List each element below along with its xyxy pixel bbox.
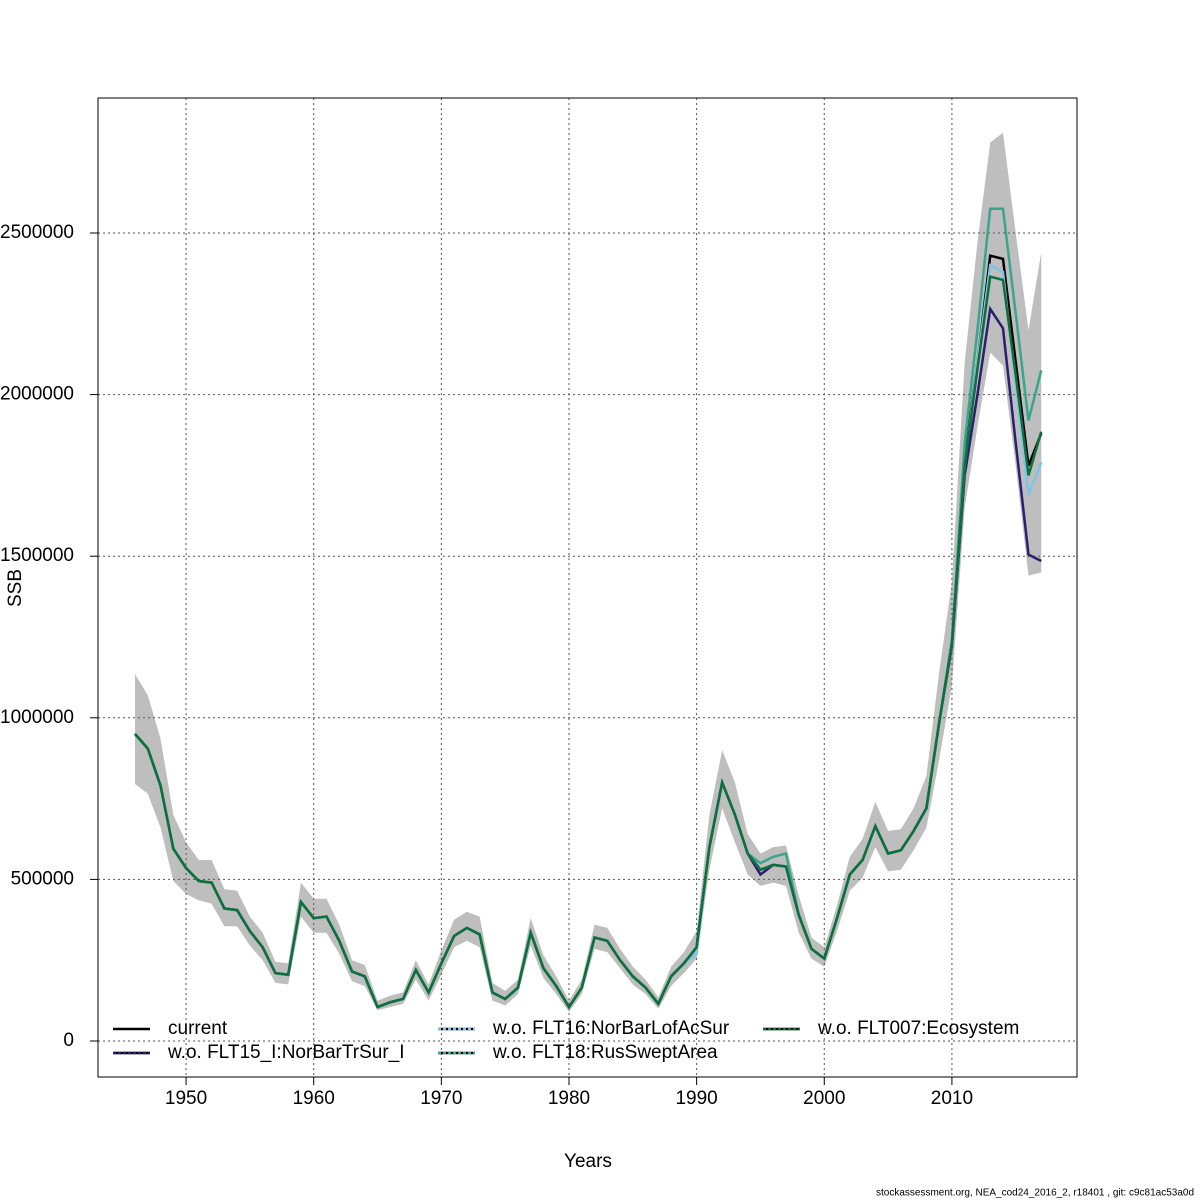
legend-label: w.o. FLT15_I:NorBarTrSur_I xyxy=(167,1042,405,1063)
legend-label: current xyxy=(168,1018,228,1039)
x-tick-label: 1990 xyxy=(675,1088,717,1109)
x-axis-label: Years xyxy=(564,1151,612,1172)
confidence-band xyxy=(135,132,1042,1012)
series-line xyxy=(134,207,1043,1010)
y-axis-label: SSB xyxy=(5,569,26,607)
x-tick-label: 2000 xyxy=(803,1088,845,1109)
y-tick-label: 500000 xyxy=(11,868,74,889)
y-tick-label: 1000000 xyxy=(0,707,74,728)
series-line xyxy=(134,275,1043,1010)
x-tick-label: 1970 xyxy=(420,1088,462,1109)
x-tick-label: 2010 xyxy=(931,1088,973,1109)
legend-label: w.o. FLT16:NorBarLofAcSur xyxy=(492,1018,730,1039)
x-tick-label: 1950 xyxy=(165,1088,207,1109)
y-tick-label: 2000000 xyxy=(0,384,74,405)
y-tick-label: 2500000 xyxy=(0,222,74,243)
x-tick-label: 1980 xyxy=(548,1088,590,1109)
series-line xyxy=(134,263,1043,1010)
y-tick-label: 0 xyxy=(63,1030,74,1051)
series-line xyxy=(134,305,1042,1010)
footnote: stockassessment.org, NEA_cod24_2016_2, r… xyxy=(876,1188,1194,1199)
x-tick-label: 1960 xyxy=(293,1088,335,1109)
series-line xyxy=(134,254,1043,1010)
legend-label: w.o. FLT18:RusSweptArea xyxy=(492,1042,718,1063)
plot-frame xyxy=(97,97,1078,1078)
y-tick-label: 1500000 xyxy=(0,545,74,566)
legend-label: w.o. FLT007:Ecosystem xyxy=(817,1018,1019,1039)
